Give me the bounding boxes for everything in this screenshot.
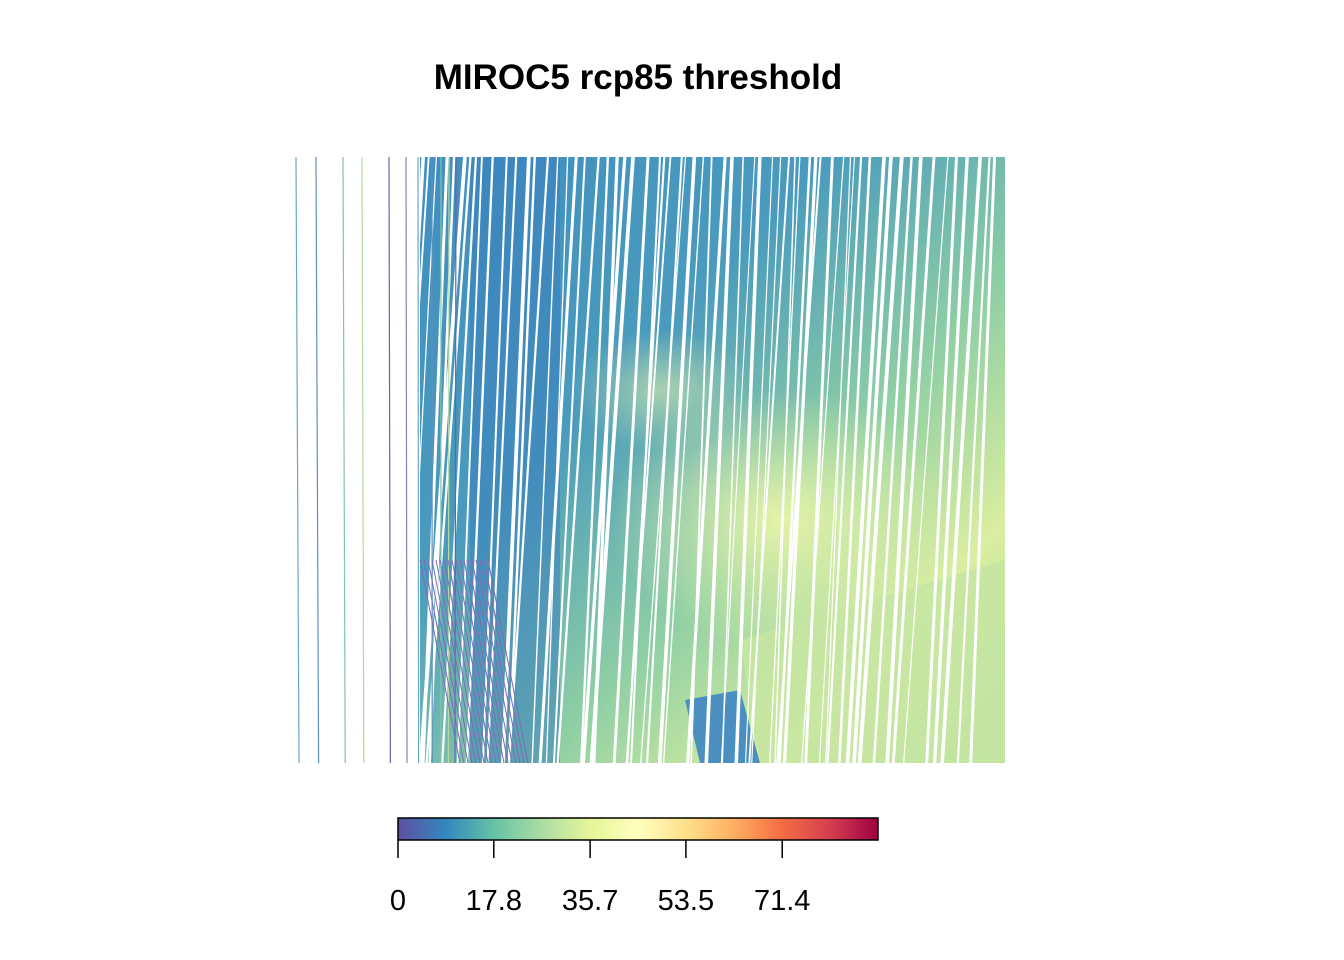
- raster-edge-line: [451, 559, 493, 764]
- raster-edge-line: [435, 559, 477, 764]
- raster-gap-stripe: [891, 157, 936, 763]
- raster-gap-stripe: [825, 157, 852, 763]
- raster-edge-line: [467, 559, 509, 764]
- raster-gap-stripe: [581, 157, 627, 763]
- raster-edge-line: [487, 559, 529, 764]
- raster-gap-stripe: [465, 157, 494, 763]
- raster-edge-line: [471, 559, 513, 764]
- color-legend-ticks: 0 17.8 35.7 53.5 71.4: [390, 840, 810, 917]
- raster-edge-line: [447, 559, 489, 764]
- raster-gap-stripe: [686, 157, 727, 763]
- raster-gap-stripe: [872, 157, 913, 763]
- raster-gap-stripe: [418, 157, 467, 763]
- raster-edge-line: [459, 559, 501, 764]
- raster-gap-stripe: [769, 157, 801, 763]
- raster-gap-stripe: [481, 157, 508, 763]
- raster-gap-stripe: [381, 157, 417, 763]
- legend-tick-label: 35.7: [562, 885, 618, 917]
- raster-gap-stripe: [662, 157, 705, 763]
- raster-edge-line: [388, 156, 391, 764]
- raster-gap-stripe: [801, 157, 845, 763]
- raster-gap-stripe: [626, 157, 666, 763]
- raster-gap-stripe: [704, 157, 734, 763]
- raster-edge-line: [454, 156, 457, 764]
- raster-gap-stripe: [552, 157, 586, 763]
- raster-gap-stripe: [421, 157, 449, 763]
- raster-edge-lines: [295, 156, 529, 764]
- raster-gap-stripe: [538, 157, 578, 763]
- raster-gap-stripe: [580, 157, 610, 763]
- raster-gap-stripe: [589, 157, 635, 763]
- raster-gap-stripe: [720, 157, 756, 763]
- raster-edge-line: [439, 559, 481, 764]
- raster-gap-stripe: [657, 157, 697, 763]
- legend-tick-label: 17.8: [466, 885, 522, 917]
- raster-edge-line: [427, 559, 469, 764]
- raster-edge-line: [463, 559, 505, 764]
- raster-edge-line: [431, 559, 473, 764]
- raster-edge-line: [443, 559, 485, 764]
- raster-gap-stripe: [640, 157, 687, 763]
- raster-gap-stripe: [932, 157, 969, 763]
- raster-gap-stripe: [748, 157, 791, 763]
- color-legend-bar: [397, 817, 879, 841]
- raster-gap-stripe: [507, 157, 536, 763]
- raster-edge-line: [417, 156, 420, 764]
- raster-gap-stripe: [456, 157, 483, 763]
- raster-edge-line: [475, 559, 517, 764]
- raster-gap-stripe: [612, 157, 650, 763]
- raster-gap-stripe: [940, 157, 983, 763]
- raster-gap-stripe: [744, 157, 774, 763]
- raster-gap-stripe: [776, 157, 822, 763]
- raster-gap-stripe: [857, 157, 904, 763]
- raster-gap-stripe: [925, 157, 958, 763]
- raster-edge-line: [405, 156, 408, 764]
- legend-tick-label: 53.5: [658, 885, 714, 917]
- raster-gap-stripe: [903, 157, 949, 763]
- raster-gap-stripe: [646, 157, 683, 763]
- raster-gap-stripe: [403, 157, 437, 763]
- raster-gap-stripe: [531, 157, 559, 763]
- raster-gap-stripe: [382, 157, 408, 763]
- raster-gap-stripe: [956, 157, 991, 763]
- heatmap-raster: [295, 156, 1005, 764]
- raster-gap-stripe: [838, 157, 872, 763]
- raster-edge-line: [419, 559, 461, 764]
- raster-edge-line: [423, 559, 465, 764]
- raster-edge-line: [479, 559, 521, 764]
- raster-gap-stripe: [388, 157, 430, 763]
- chart-title: MIROC5 rcp85 threshold: [433, 58, 843, 97]
- raster-gap-stripe: [826, 157, 863, 763]
- raster-gap-stripes: [381, 157, 997, 763]
- raster-gap-stripe: [845, 157, 886, 763]
- raster-edge-line: [455, 559, 497, 764]
- raster-gap-stripe: [501, 157, 531, 763]
- raster-edge-line: [342, 156, 346, 764]
- raster-edge-line: [315, 156, 320, 764]
- raster-gap-stripe: [556, 157, 600, 763]
- raster-gap-stripe: [778, 157, 812, 763]
- raster-gap-stripe: [818, 157, 855, 763]
- raster-gap-stripe: [969, 157, 997, 763]
- raster-gap-stripe: [721, 157, 744, 763]
- legend-tick-label: 71.4: [754, 885, 810, 917]
- raster-gap-stripe: [734, 157, 762, 763]
- raster-edge-line: [295, 156, 300, 764]
- raster-edge-line: [361, 156, 365, 764]
- raster-gap-stripe: [852, 157, 893, 763]
- raster-gap-stripe: [386, 157, 425, 763]
- legend-tick-label: 0: [390, 885, 406, 917]
- raster-gap-stripe: [625, 157, 672, 763]
- raster-gap-stripe: [885, 157, 923, 763]
- raster-edge-line: [483, 559, 525, 764]
- raster-gap-stripe: [507, 157, 550, 763]
